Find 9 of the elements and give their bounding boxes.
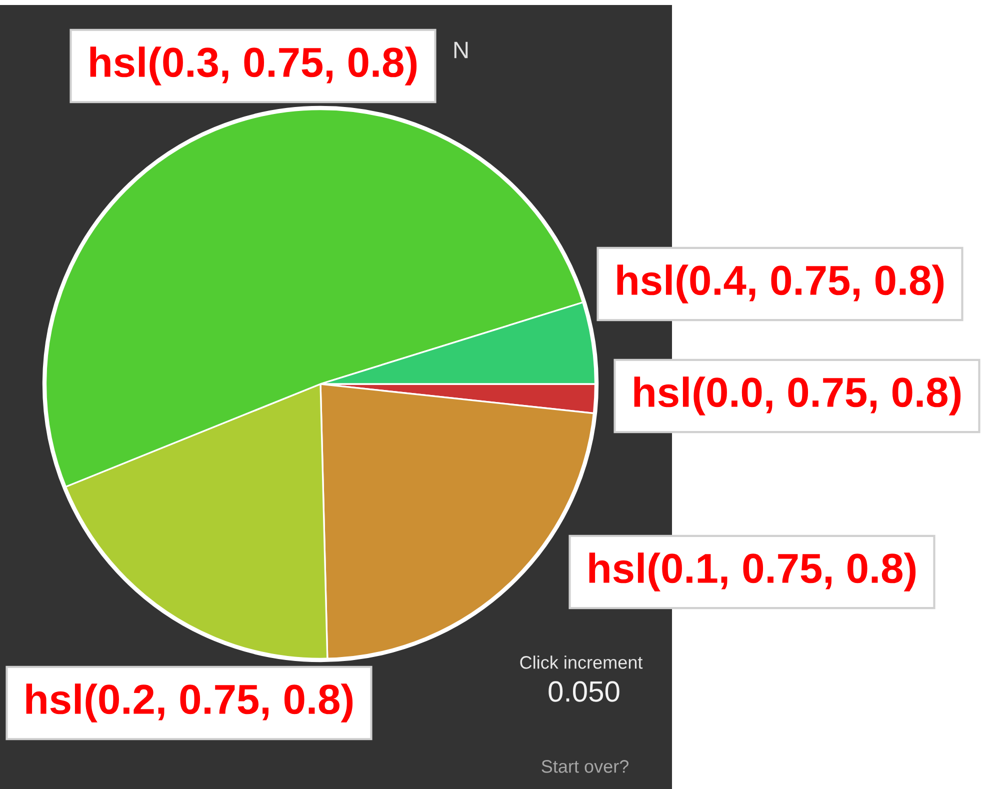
text: 0.050 bbox=[548, 681, 620, 702]
text: Start over? bbox=[542, 760, 628, 773]
slice-label: hsl(0.2, 0.75, 0.8) bbox=[26, 684, 353, 722]
slice-label: hsl(0.1, 0.75, 0.8) bbox=[589, 552, 916, 592]
text: Click increment bbox=[520, 656, 643, 669]
text: N bbox=[454, 42, 468, 58]
slice-label: hsl(0.4, 0.75, 0.8) bbox=[617, 264, 944, 304]
slice-label: hsl(0.0, 0.75, 0.8) bbox=[634, 376, 961, 416]
slice-label: hsl(0.3, 0.75, 0.8) bbox=[90, 46, 417, 86]
